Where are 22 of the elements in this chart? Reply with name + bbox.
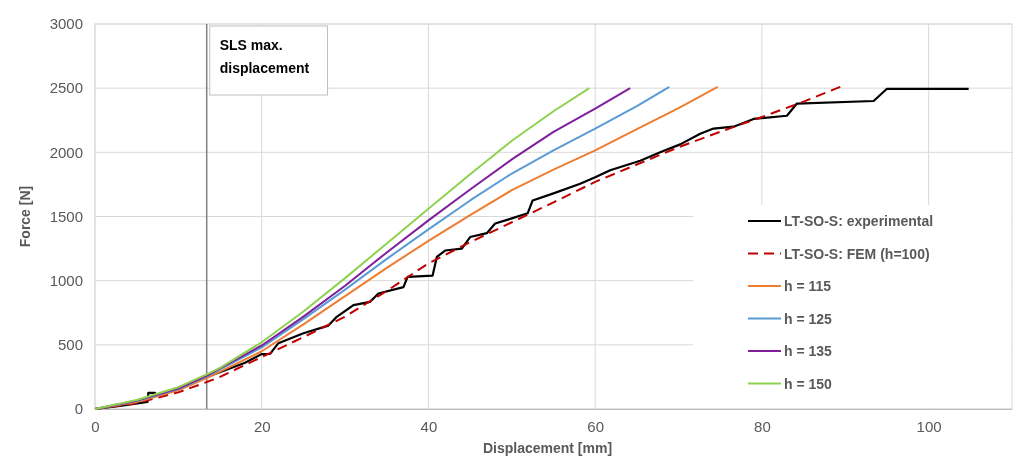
ref-line-label: SLS max. displacement <box>219 37 310 76</box>
x-tick-label: 60 <box>587 417 605 435</box>
legend-label: h = 125 <box>784 310 833 327</box>
y-tick-label: 0 <box>74 400 83 418</box>
y-tick-label: 1500 <box>49 207 83 225</box>
x-tick-label: 20 <box>253 417 271 435</box>
y-tick-label: 1000 <box>49 271 83 289</box>
legend-label: LT-SO-S: FEM (h=100) <box>784 245 930 262</box>
legend-label: LT-SO-S: experimental <box>784 213 934 229</box>
legend-label: h = 150 <box>784 375 833 392</box>
y-axis-title: Force [N] <box>17 185 33 248</box>
legend-label: h = 135 <box>784 343 833 359</box>
x-tick-label: 80 <box>754 417 771 435</box>
x-tick-label: 100 <box>916 417 942 435</box>
y-tick-label: 3000 <box>49 15 83 33</box>
y-tick-label: 500 <box>57 336 83 354</box>
x-axis-title: Displacement [mm] <box>482 440 613 456</box>
x-tick-label: 40 <box>420 417 438 435</box>
y-tick-label: 2000 <box>49 143 83 161</box>
x-tick-label: 0 <box>91 417 100 435</box>
y-tick-label: 2500 <box>49 79 83 97</box>
legend-label: h = 115 <box>784 278 832 294</box>
